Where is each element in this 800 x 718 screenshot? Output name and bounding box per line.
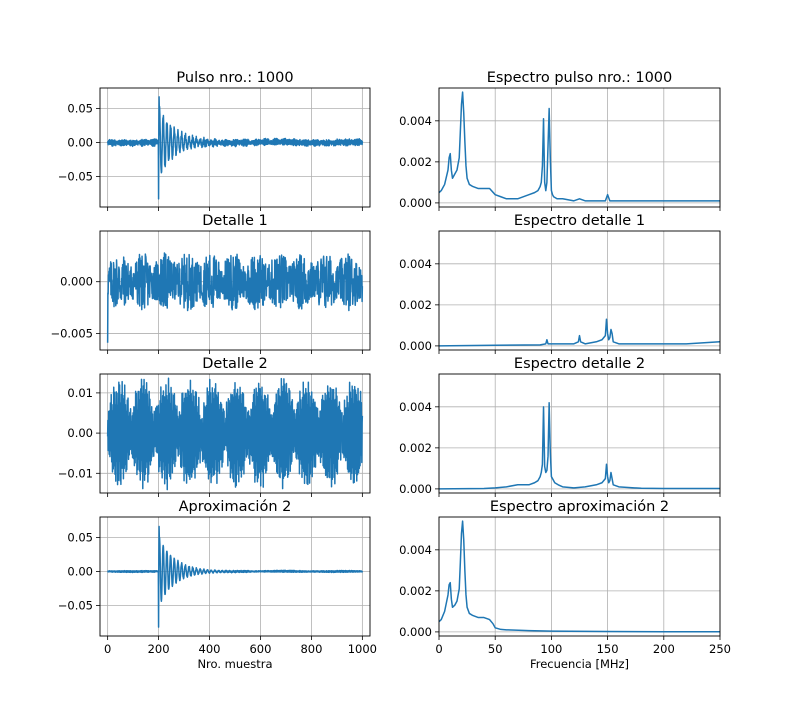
y-tick-label: 0.05 bbox=[67, 101, 93, 115]
y-tick-label: 0.05 bbox=[67, 530, 93, 544]
series-line bbox=[106, 252, 364, 343]
panel-title: Detalle 2 bbox=[202, 356, 267, 372]
x-tick-label: 400 bbox=[199, 642, 221, 656]
x-tick-label: 0 bbox=[104, 642, 111, 656]
axes-frame bbox=[438, 87, 721, 208]
y-tick-label: 0.004 bbox=[399, 114, 432, 128]
series-line bbox=[106, 377, 364, 491]
panel-approx2_spectrum: 0 50 100 150 200 250 0.000 0.002 0.004 Espectro a… bbox=[399, 499, 731, 671]
x-axis-label: Frecuencia [MHz] bbox=[530, 657, 629, 671]
y-tick-label: 0.004 bbox=[399, 543, 432, 557]
series-line bbox=[439, 520, 720, 633]
panel-detail1: −0.005 0.000 Detalle 1 bbox=[50, 213, 371, 354]
y-tick-label: 0.01 bbox=[67, 386, 93, 400]
y-tick-label: −0.05 bbox=[58, 598, 93, 612]
y-tick-label: 0.002 bbox=[399, 441, 432, 455]
panel-pulse: −0.05 0.00 0.05 Pulso nro.: 1000 bbox=[58, 70, 371, 211]
panel-pulse_spectrum: 0.000 0.002 0.004 Espectro pulso nro.: 1000 bbox=[399, 70, 721, 211]
series-line bbox=[107, 525, 364, 628]
y-tick-label: −0.01 bbox=[58, 466, 93, 480]
axes-frame bbox=[438, 516, 721, 637]
panel-title: Espectro detalle 1 bbox=[514, 213, 645, 229]
x-tick-label: 50 bbox=[488, 642, 503, 656]
series-line bbox=[439, 401, 720, 490]
panel-approx2: 0 200 400 600 800 1000 −0.05 0.00 0.05 Aproximaci… bbox=[58, 499, 377, 671]
y-tick-label: 0.004 bbox=[399, 257, 432, 271]
y-tick-label: 0.000 bbox=[399, 625, 432, 639]
y-tick-label: 0.000 bbox=[399, 482, 432, 496]
y-tick-label: 0.004 bbox=[399, 400, 432, 414]
axes-frame bbox=[99, 87, 371, 208]
panel-detail2_spectrum: 0.000 0.002 0.004 Espectro detalle 2 bbox=[399, 356, 721, 497]
series-line bbox=[439, 91, 720, 202]
axes-frame bbox=[438, 373, 721, 494]
panel-title: Espectro aproximación 2 bbox=[490, 499, 669, 515]
axes-frame bbox=[99, 230, 371, 351]
panel-detail2: −0.01 0.00 0.01 Detalle 2 bbox=[58, 356, 371, 497]
series-line bbox=[106, 96, 364, 200]
y-tick-label: 0.000 bbox=[60, 275, 93, 289]
y-tick-label: 0.000 bbox=[399, 339, 432, 353]
x-tick-label: 0 bbox=[435, 642, 442, 656]
y-tick-label: 0.00 bbox=[67, 564, 93, 578]
axes-frame bbox=[99, 516, 371, 637]
panel-title: Espectro pulso nro.: 1000 bbox=[487, 70, 673, 86]
x-tick-label: 200 bbox=[148, 642, 170, 656]
y-tick-label: 0.002 bbox=[399, 298, 432, 312]
axes-frame bbox=[99, 373, 371, 494]
y-tick-label: 0.002 bbox=[399, 155, 432, 169]
panel-title: Detalle 1 bbox=[202, 213, 267, 229]
panel-title: Espectro detalle 2 bbox=[514, 356, 645, 372]
y-tick-label: 0.000 bbox=[399, 196, 432, 210]
axes-frame bbox=[438, 230, 721, 351]
y-tick-label: −0.05 bbox=[58, 169, 93, 183]
x-tick-label: 100 bbox=[540, 642, 562, 656]
y-tick-label: 0.00 bbox=[67, 426, 93, 440]
x-tick-label: 250 bbox=[709, 642, 731, 656]
panel-detail1_spectrum: 0.000 0.002 0.004 Espectro detalle 1 bbox=[399, 213, 721, 354]
x-tick-label: 800 bbox=[300, 642, 322, 656]
y-tick-label: 0.00 bbox=[67, 135, 93, 149]
x-tick-label: 600 bbox=[249, 642, 271, 656]
x-tick-label: 200 bbox=[653, 642, 675, 656]
panel-title: Pulso nro.: 1000 bbox=[176, 70, 293, 86]
series-line bbox=[439, 318, 720, 347]
y-tick-label: 0.002 bbox=[399, 584, 432, 598]
x-tick-label: 150 bbox=[597, 642, 619, 656]
x-axis-label: Nro. muestra bbox=[197, 657, 272, 671]
y-tick-label: −0.005 bbox=[50, 326, 93, 340]
x-tick-label: 1000 bbox=[348, 642, 377, 656]
panel-title: Aproximación 2 bbox=[179, 499, 292, 515]
